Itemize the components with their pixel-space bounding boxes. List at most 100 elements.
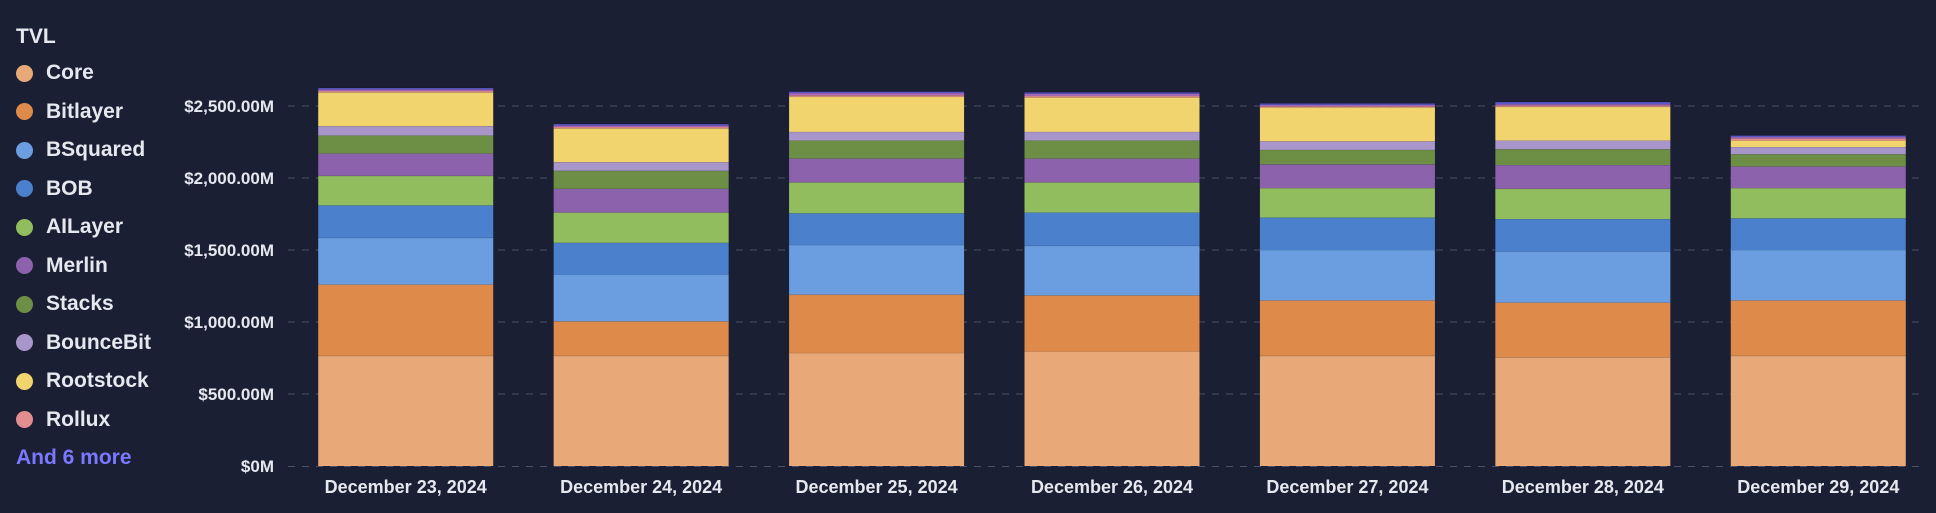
bar-segment	[553, 170, 729, 189]
bar-segment	[318, 89, 494, 91]
bar-segment	[318, 90, 494, 93]
bar-segment	[318, 237, 494, 285]
bar-segment	[1024, 182, 1200, 213]
x-tick-label: December 27, 2024	[1266, 477, 1428, 497]
legend-label: Bitlayer	[46, 99, 124, 123]
y-tick-label: $2,500.00M	[184, 97, 274, 116]
x-tick-label: December 25, 2024	[796, 477, 958, 497]
x-tick-label: December 24, 2024	[560, 477, 722, 497]
legend-item[interactable]: BOB	[16, 170, 166, 209]
bar-segment	[553, 188, 729, 213]
bar-segment	[1024, 351, 1200, 466]
bar-segment	[318, 284, 494, 356]
bar-segment	[1259, 103, 1435, 105]
bar-segment	[1730, 154, 1906, 167]
bar-segment	[1495, 357, 1671, 466]
legend: TVL Core Bitlayer BSquared BOB AILayer Merlin…	[16, 22, 166, 477]
bar-segment	[553, 162, 729, 171]
legend-label: BSquared	[46, 138, 146, 162]
legend-item[interactable]: Rootstock	[16, 362, 166, 401]
legend-items: Core Bitlayer BSquared BOB AILayer Merlin Stac…	[16, 54, 166, 439]
bar-segment	[1259, 149, 1435, 165]
bar-segment	[1024, 131, 1200, 141]
bar-segment	[1730, 140, 1906, 148]
bar-segment	[789, 140, 965, 159]
bar-segment	[1730, 218, 1906, 250]
y-tick-label: $0M	[241, 457, 274, 476]
bar-segment	[1730, 135, 1906, 137]
legend-item[interactable]: Core	[16, 54, 166, 93]
bar-segment	[553, 242, 729, 275]
bar-segment	[789, 93, 965, 96]
bar-segment	[1495, 105, 1671, 107]
legend-more-link[interactable]: And 6 more	[16, 446, 132, 469]
bar-segment	[1495, 106, 1671, 141]
legend-item[interactable]: Bitlayer	[16, 93, 166, 132]
legend-swatch	[16, 180, 33, 198]
bar-segment	[1259, 217, 1435, 250]
legend-swatch	[16, 372, 33, 390]
legend-swatch	[16, 64, 33, 82]
bar-segment	[318, 175, 494, 206]
bar-segment	[1259, 250, 1435, 301]
y-tick-label: $500.00M	[198, 385, 274, 404]
bar-segment	[1259, 355, 1435, 466]
bar-segment	[1024, 158, 1200, 183]
legend-label: Stacks	[46, 292, 114, 316]
bar-segment	[553, 128, 729, 163]
x-tick-label: December 23, 2024	[325, 477, 487, 497]
x-tick-label: December 28, 2024	[1502, 477, 1664, 497]
bar-segment	[789, 96, 965, 132]
bar-segment	[1024, 140, 1200, 159]
bar-segment	[1024, 93, 1200, 96]
bar-segment	[1259, 188, 1435, 218]
x-tick-label: December 26, 2024	[1031, 477, 1193, 497]
legend-title: TVL	[16, 25, 56, 48]
bar-segment	[1730, 300, 1906, 356]
bar-segment	[1259, 104, 1435, 107]
bar-segment	[1730, 147, 1906, 155]
bar-segment	[1495, 149, 1671, 166]
bar-segment	[1495, 101, 1671, 105]
legend-label: Rootstock	[46, 369, 149, 393]
bar-segment	[1259, 106, 1435, 108]
legend-label: Core	[46, 61, 94, 85]
bar-segment	[1730, 136, 1906, 139]
bar-segment	[318, 126, 494, 136]
bar-segment	[789, 95, 965, 97]
x-tick-label: December 29, 2024	[1737, 477, 1899, 497]
legend-item[interactable]: Rollux	[16, 401, 166, 440]
bar-segment	[553, 125, 729, 127]
bar-segment	[1730, 138, 1906, 141]
bar-segment	[1024, 97, 1200, 132]
legend-swatch	[16, 257, 33, 275]
legend-swatch	[16, 141, 33, 159]
bar-segment	[318, 205, 494, 238]
legend-item[interactable]: AILayer	[16, 208, 166, 247]
bar-segment	[1024, 212, 1200, 246]
y-tick-label: $1,500.00M	[184, 241, 274, 260]
legend-item[interactable]: Stacks	[16, 285, 166, 324]
bar-segment	[553, 274, 729, 322]
bar-segment	[553, 212, 729, 243]
bar-segment	[1259, 141, 1435, 150]
legend-item[interactable]: BounceBit	[16, 324, 166, 363]
bar-segment	[1024, 95, 1200, 98]
legend-label: Rollux	[46, 407, 111, 431]
legend-swatch	[16, 103, 33, 121]
bar-segment	[1259, 164, 1435, 189]
legend-swatch	[16, 411, 33, 429]
y-tick-label: $1,000.00M	[184, 313, 274, 332]
y-tick-label: $2,000.00M	[184, 169, 274, 188]
bar-segment	[1024, 295, 1200, 352]
bar-segment	[553, 355, 729, 466]
bar-segment	[1730, 188, 1906, 219]
bar-segment	[1024, 92, 1200, 94]
legend-label: AILayer	[46, 215, 124, 239]
bar-segment	[789, 244, 965, 295]
bar-segment	[789, 352, 965, 466]
legend-item[interactable]: BSquared	[16, 131, 166, 170]
bar-segment	[318, 88, 494, 90]
legend-item[interactable]: Merlin	[16, 247, 166, 286]
